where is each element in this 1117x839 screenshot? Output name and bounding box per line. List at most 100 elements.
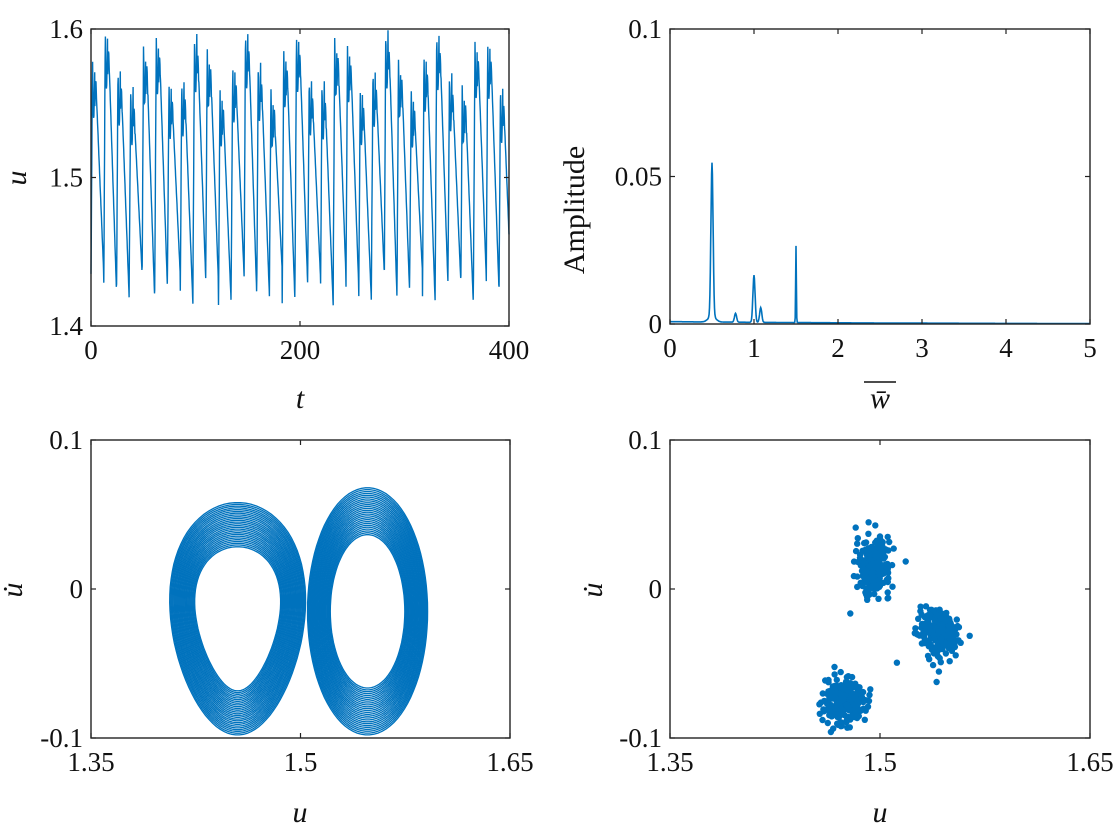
poincare-point: [854, 535, 861, 542]
poincare-point: [893, 659, 901, 666]
poincare-point: [843, 717, 850, 724]
time-series-xtick-label: 0: [84, 335, 98, 365]
trajectory-loop: [324, 522, 411, 700]
poincare-section-xlabel: u: [873, 796, 888, 829]
poincare-point: [837, 691, 845, 698]
poincare-point: [951, 641, 958, 648]
phase-portrait-xtick-label: 1.5: [284, 747, 318, 777]
poincare-section-marks: [816, 519, 973, 736]
spectrum-marks: [670, 162, 1090, 325]
poincare-point: [957, 639, 964, 646]
poincare-point: [937, 615, 945, 622]
trajectory-loop: [189, 537, 287, 701]
time-series-panel: 0 200 400 1.4 1.5 1.6 t u: [0, 14, 529, 415]
poincare-section-ytick-label: 0: [649, 574, 663, 604]
trajectory-loop: [329, 534, 406, 689]
poincare-point: [889, 583, 896, 590]
phase-portrait-ytick-label: 0.1: [49, 425, 83, 455]
poincare-point: [890, 545, 897, 552]
poincare-point: [854, 540, 861, 547]
poincare-point: [869, 574, 876, 581]
poincare-section-xtick-label: 1.35: [646, 747, 693, 777]
trajectory-loop: [191, 540, 285, 697]
trajectory-loop: [182, 524, 294, 713]
poincare-point: [822, 677, 829, 684]
trajectory-loop: [322, 519, 413, 704]
time-series-ytick-label: 1.6: [49, 14, 83, 44]
spectrum-ylabel: Amplitude: [558, 146, 591, 274]
poincare-point: [856, 690, 863, 697]
poincare-point: [835, 721, 842, 728]
trajectory-loop: [309, 492, 426, 730]
poincare-point: [884, 589, 891, 596]
poincare-point: [878, 568, 885, 575]
poincare-point: [920, 634, 928, 641]
poincare-point: [948, 647, 956, 654]
poincare-point: [911, 630, 918, 637]
poincare-point: [880, 579, 887, 586]
trajectory-loop: [192, 542, 284, 695]
poincare-point: [880, 555, 887, 562]
poincare-point: [885, 547, 892, 554]
spectrum-ytick-label: 0.1: [628, 14, 662, 44]
trajectory-loop: [170, 503, 306, 734]
spectrum-ticks: 0 1 2 3 4 5 0 0.05 0.1: [615, 14, 1097, 363]
poincare-point: [884, 533, 891, 541]
phase-portrait-marks: [169, 487, 429, 736]
poincare-point: [831, 663, 838, 671]
poincare-point: [824, 719, 831, 727]
time-series-line: [90, 30, 510, 306]
poincare-point: [833, 676, 840, 684]
trajectory-loop: [179, 519, 297, 718]
poincare-point: [854, 558, 862, 566]
trajectory-loop: [194, 546, 282, 692]
poincare-point: [946, 627, 953, 634]
spectrum-panel: 0 1 2 3 4 5 0 0.05 0.1 w̄ Amplitude: [558, 14, 1097, 415]
poincare-points: [816, 519, 973, 736]
poincare-point: [884, 565, 891, 572]
poincare-point: [867, 545, 874, 552]
poincare-point: [865, 530, 872, 537]
time-series-ylabel: u: [0, 171, 33, 186]
poincare-point: [935, 668, 943, 675]
trajectory-loop: [312, 498, 423, 725]
poincare-point: [852, 524, 859, 531]
poincare-point: [847, 694, 855, 701]
poincare-point: [942, 617, 949, 624]
poincare-point: [929, 661, 937, 669]
trajectory-loop: [317, 509, 418, 714]
poincare-point: [921, 614, 929, 621]
time-series-ytick-label: 1.4: [49, 311, 83, 341]
poincare-point: [830, 694, 838, 701]
poincare-point: [873, 585, 881, 592]
poincare-point: [872, 539, 879, 546]
trajectory-loop: [188, 535, 288, 703]
trajectory-loop: [181, 523, 295, 715]
trajectory-loop: [183, 526, 293, 711]
poincare-point: [847, 713, 855, 720]
poincare-section-ylabel: u̇: [576, 583, 609, 598]
poincare-point: [864, 703, 872, 710]
poincare-point: [819, 716, 826, 724]
trajectory-loop: [326, 528, 409, 695]
poincare-point: [846, 724, 853, 731]
trajectory-loop: [178, 517, 298, 720]
poincare-point: [945, 622, 952, 629]
poincare-point: [847, 610, 854, 617]
poincare-point: [926, 611, 934, 619]
poincare-section-ticks: 1.35 1.5 1.65 -0.1 0 0.1: [619, 425, 1113, 777]
spectrum-xtick-label: 5: [1083, 333, 1097, 363]
poincare-point: [843, 673, 851, 681]
poincare-point: [837, 710, 845, 717]
time-series-xtick-label: 400: [489, 335, 530, 365]
spectrum-axes-frame: [669, 28, 1091, 325]
poincare-point: [952, 652, 959, 659]
poincare-point: [943, 632, 950, 639]
poincare-section-xtick-label: 1.65: [1066, 747, 1113, 777]
poincare-point: [884, 560, 891, 568]
poincare-point: [951, 632, 958, 639]
poincare-point: [927, 641, 934, 649]
spectrum-xtick-label: 3: [915, 333, 929, 363]
phase-portrait-ylabel: u̇: [0, 583, 29, 598]
